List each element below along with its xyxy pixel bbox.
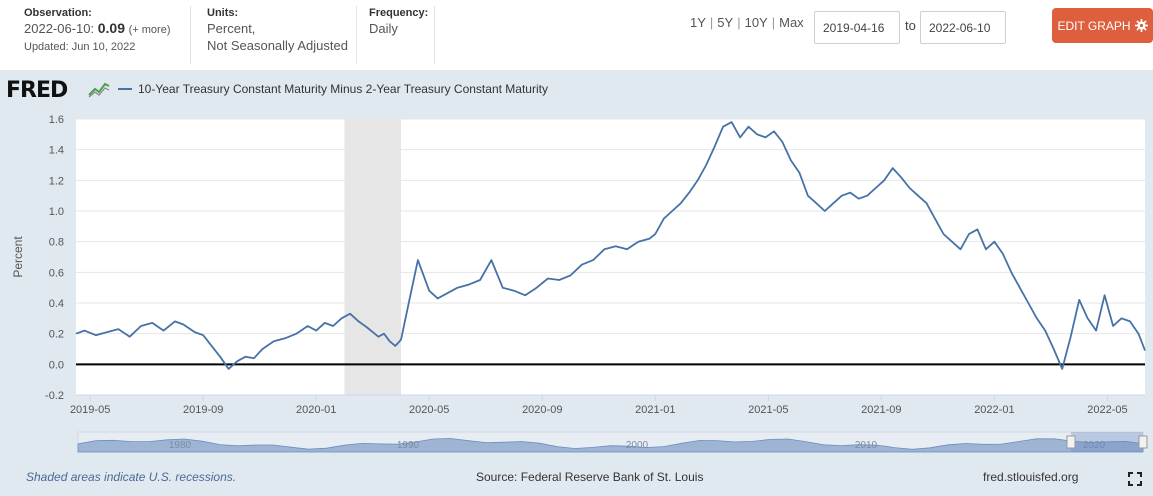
navigator-handle[interactable] xyxy=(1138,435,1148,449)
x-tick-label: 2021-01 xyxy=(635,404,675,416)
legend-label: 10-Year Treasury Constant Maturity Minus… xyxy=(138,82,548,96)
recession-note: Shaded areas indicate U.S. recessions. xyxy=(26,470,237,484)
range-1y-button[interactable]: 1Y xyxy=(690,15,706,30)
y-tick-label: 0.8 xyxy=(49,237,64,249)
date-to-label: to xyxy=(905,18,916,33)
y-tick-label: 0.2 xyxy=(49,329,64,341)
navigator-label: 1980 xyxy=(169,440,192,451)
y-tick-label: 1.4 xyxy=(49,145,64,157)
plot-area xyxy=(76,119,1145,395)
header-divider xyxy=(434,6,435,64)
edit-graph-label: EDIT GRAPH xyxy=(1057,18,1131,33)
range-10y-button[interactable]: 10Y xyxy=(744,15,768,30)
start-date-input[interactable] xyxy=(814,11,900,44)
navigator-label: 1990 xyxy=(397,440,420,451)
y-tick-label: 0.6 xyxy=(49,267,64,279)
range-separator: | xyxy=(709,15,714,30)
navigator-handle[interactable] xyxy=(1066,435,1076,449)
y-axis: 1.6 1.4 1.2 1.0 0.8 0.6 0.4 0.2 0.0 -0.2 xyxy=(45,114,64,402)
x-tick-label: 2020-09 xyxy=(522,404,562,416)
x-tick-label: 2019-05 xyxy=(70,404,110,416)
chart-header: Observation: 2022-06-10: 0.09 (+ more) U… xyxy=(0,0,1153,70)
observation-value: 0.09 xyxy=(97,20,125,36)
recession-shading xyxy=(344,119,401,395)
frequency-label: Frequency: xyxy=(369,7,429,19)
range-5y-button[interactable]: 5Y xyxy=(717,15,734,30)
x-tick-label: 2021-05 xyxy=(748,404,788,416)
observation-date: 2022-06-10: xyxy=(24,21,95,36)
units-line2: Not Seasonally Adjusted xyxy=(207,38,348,53)
header-divider xyxy=(190,6,191,64)
range-separator: | xyxy=(737,15,741,30)
more-link[interactable]: (+ more) xyxy=(128,24,171,36)
updated-date: Updated: Jun 10, 2022 xyxy=(24,41,136,53)
frequency-block: Frequency: Daily xyxy=(369,7,428,37)
trend-logo-icon xyxy=(87,79,111,99)
observation-line: 2022-06-10: 0.09 (+ more) xyxy=(24,20,171,39)
y-tick-label: 0.4 xyxy=(49,298,64,310)
x-tick-label: 2020-01 xyxy=(296,404,336,416)
edit-graph-button[interactable]: EDIT GRAPH xyxy=(1052,8,1153,43)
end-date-input[interactable] xyxy=(920,11,1006,44)
x-tick-label: 2020-05 xyxy=(409,404,449,416)
x-tick-label: 2019-09 xyxy=(183,404,223,416)
observation-block: Observation: 2022-06-10: 0.09 (+ more) U… xyxy=(24,7,171,56)
range-max-button[interactable]: Max xyxy=(779,15,804,30)
units-label: Units: xyxy=(207,7,239,19)
navigator-selection[interactable] xyxy=(1071,432,1143,452)
y-tick-label: 1.6 xyxy=(49,114,64,126)
fred-url-link[interactable]: fred.stlouisfed.org xyxy=(983,470,1079,484)
chart-panel: 1.6 1.4 1.2 1.0 0.8 0.6 0.4 0.2 0.0 -0.2 2019-05 2… xyxy=(0,70,1153,496)
header-divider xyxy=(356,6,357,64)
navigator-label: 2020 xyxy=(1083,440,1106,451)
frequency-value: Daily xyxy=(369,21,398,36)
y-tick-label: 0.0 xyxy=(49,359,64,371)
chart-legend[interactable]: 10-Year Treasury Constant Maturity Minus… xyxy=(118,82,548,96)
x-tick-label: 2022-01 xyxy=(974,404,1014,416)
chart-svg: 1.61.41.21.00.80.60.40.20.0-0.2 2019-05 2… xyxy=(11,114,1148,453)
navigator-label: 2010 xyxy=(855,440,878,451)
gear-icon xyxy=(1134,19,1148,32)
units-block: Units: Percent, Not Seasonally Adjusted xyxy=(207,7,348,54)
y-tick-label: -0.2 xyxy=(45,390,64,402)
range-separator: | xyxy=(771,15,776,30)
x-axis: 2019-05 2019-09 2020-01 2020-05 2020-09 2021-… xyxy=(70,394,1145,416)
source-text: Source: Federal Reserve Bank of St. Loui… xyxy=(476,470,704,484)
units-line1: Percent, xyxy=(207,21,256,36)
fred-logo: FRED xyxy=(6,78,68,103)
series-line xyxy=(75,121,1146,370)
range-selector: 1Y | 5Y | 10Y | Max xyxy=(690,15,804,30)
y-tick-label: 1.0 xyxy=(49,206,64,218)
x-tick-label: 2022-05 xyxy=(1087,404,1127,416)
legend-swatch xyxy=(118,88,132,90)
range-navigator[interactable]: 1980 1990 2000 2010 2020 xyxy=(77,431,1148,453)
navigator-area xyxy=(77,438,1144,453)
x-tick-label: 2021-09 xyxy=(861,404,901,416)
y-axis-label: Percent xyxy=(11,236,25,278)
fullscreen-icon[interactable] xyxy=(1128,472,1142,486)
navigator-label: 2000 xyxy=(626,440,649,451)
observation-label: Observation: xyxy=(24,7,92,19)
y-tick-label: 1.2 xyxy=(49,175,64,187)
